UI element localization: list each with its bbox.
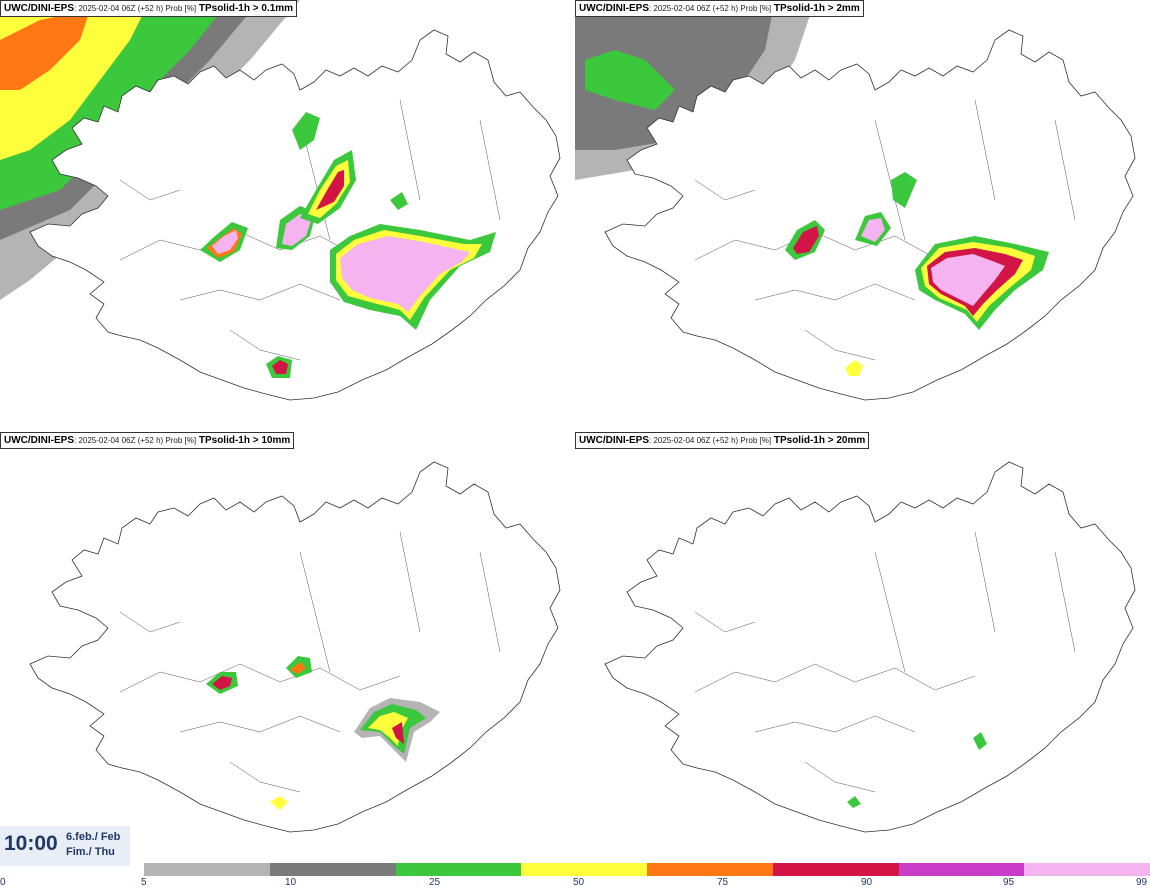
colorbar-segment-5	[772, 863, 899, 876]
colorbar-tick-label: 25	[429, 877, 441, 888]
colorbar-tick-label: 99	[1136, 877, 1148, 888]
map-2mm	[575, 0, 1136, 401]
valid-time: 10:00	[4, 832, 58, 855]
colorbar-segment-7	[1024, 863, 1150, 876]
probability-colorbar	[144, 863, 1150, 876]
panel-title: UWC/DINI-EPS: 2025-02-04 06Z (+52 h) Pro…	[575, 0, 864, 17]
panel-title: UWC/DINI-EPS: 2025-02-04 06Z (+52 h) Pro…	[0, 0, 298, 17]
run-meta: 2025-02-04 06Z (+52 h) Prob [%]	[78, 436, 197, 445]
map-panel-2mm: UWC/DINI-EPS: 2025-02-04 06Z (+52 h) Pro…	[575, 0, 1150, 432]
colorbar-segment-2	[395, 863, 522, 876]
valid-time-box: 10:00 6.feb./ Feb Fim./ Thu	[0, 826, 130, 866]
variable-label: TPsolid-1h > 2mm	[773, 3, 860, 14]
run-meta: 2025-02-04 06Z (+52 h) Prob [%]	[653, 4, 772, 13]
colorbar-tick-label: 75	[717, 877, 729, 888]
colorbar-tick-label: 90	[861, 877, 873, 888]
map-20mm	[604, 461, 1136, 833]
map-panel-10mm: UWC/DINI-EPS: 2025-02-04 06Z (+52 h) Pro…	[0, 432, 575, 864]
colorbar-segment-0	[144, 863, 270, 876]
run-meta: 2025-02-04 06Z (+52 h) Prob [%]	[78, 4, 197, 13]
model-name: UWC/DINI-EPS	[4, 3, 74, 14]
colorbar-segment-3	[521, 863, 647, 876]
model-name: UWC/DINI-EPS	[579, 3, 649, 14]
map-panel-0p1mm: UWC/DINI-EPS: 2025-02-04 06Z (+52 h) Pro…	[0, 0, 575, 432]
colorbar-tick-label: 50	[573, 877, 585, 888]
colorbar-tick-label: 95	[1003, 877, 1015, 888]
variable-label: TPsolid-1h > 10mm	[198, 435, 291, 446]
colorbar-tick-label: 0	[0, 877, 6, 888]
variable-label: TPsolid-1h > 20mm	[773, 435, 866, 446]
colorbar-tick-label: 5	[141, 877, 147, 888]
colorbar-segment-4	[647, 863, 773, 876]
map-10mm	[29, 461, 561, 833]
valid-date-line2: Fim./ Thu	[66, 846, 115, 858]
colorbar-tick-label: 10	[285, 877, 297, 888]
variable-label: TPsolid-1h > 0.1mm	[198, 3, 294, 14]
map-0p1mm	[0, 0, 561, 401]
valid-date-line1: 6.feb./ Feb	[66, 831, 121, 843]
model-name: UWC/DINI-EPS	[579, 435, 649, 446]
run-meta: 2025-02-04 06Z (+52 h) Prob [%]	[653, 436, 772, 445]
model-name: UWC/DINI-EPS	[4, 435, 74, 446]
panel-title: UWC/DINI-EPS: 2025-02-04 06Z (+52 h) Pro…	[0, 432, 295, 449]
colorbar-segment-6	[898, 863, 1025, 876]
colorbar-segment-1	[269, 863, 396, 876]
panel-title: UWC/DINI-EPS: 2025-02-04 06Z (+52 h) Pro…	[575, 432, 870, 449]
map-panel-20mm: UWC/DINI-EPS: 2025-02-04 06Z (+52 h) Pro…	[575, 432, 1150, 864]
